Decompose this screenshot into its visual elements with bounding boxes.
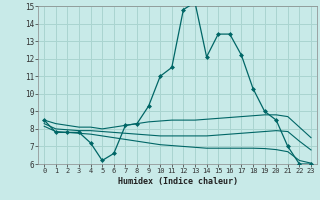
X-axis label: Humidex (Indice chaleur): Humidex (Indice chaleur) bbox=[118, 177, 238, 186]
